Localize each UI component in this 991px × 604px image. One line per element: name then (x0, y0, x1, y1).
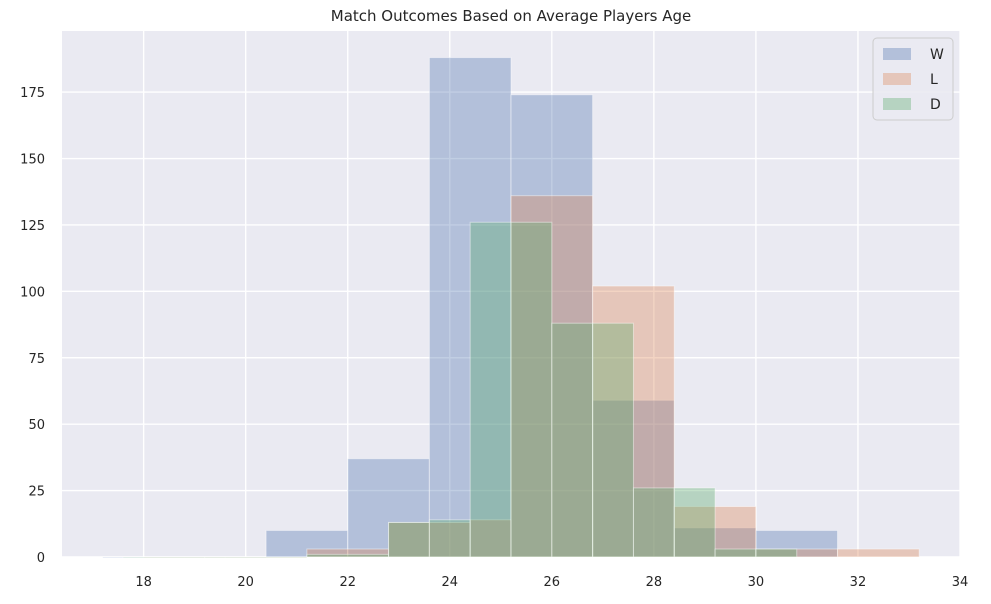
bar-D (755, 548, 798, 558)
bar-D (551, 322, 594, 558)
bar-D (306, 553, 390, 558)
bar-W (510, 94, 594, 558)
legend-swatch-W (883, 48, 911, 60)
legend-box (872, 37, 954, 121)
x-tick-label: 22 (339, 575, 356, 590)
legend-swatch-L (883, 73, 911, 85)
bar-W (265, 529, 349, 558)
bar-D (388, 521, 430, 558)
bar-L (224, 556, 308, 559)
bar-D (510, 221, 553, 558)
bar-L (592, 285, 675, 558)
x-tick-label: 18 (135, 575, 152, 590)
legend-swatch-D (883, 98, 911, 110)
bar-L (673, 506, 757, 558)
y-tick-label: 125 (20, 219, 45, 234)
bar-L (755, 548, 839, 558)
y-tick-label: 75 (28, 352, 45, 367)
legend: WLD (872, 37, 954, 121)
x-tick-label: 34 (952, 575, 969, 590)
bar-D (592, 322, 634, 558)
y-tick-label: 150 (20, 153, 45, 168)
bar-D (632, 487, 675, 558)
y-tick-label: 100 (20, 285, 45, 300)
bar-D (204, 556, 308, 559)
bar-W (102, 556, 185, 559)
bar-W (673, 527, 757, 558)
bar-D (673, 487, 716, 558)
plot-background (62, 31, 960, 557)
bar-L (306, 548, 390, 558)
legend-label-L: L (930, 72, 938, 88)
bar-D (122, 556, 206, 559)
x-tick-label: 26 (544, 575, 561, 590)
bar-W (428, 57, 512, 558)
y-tick-label: 175 (20, 86, 45, 101)
bar-L (469, 519, 512, 558)
grid-lines (62, 31, 961, 558)
y-axis-ticks: 0 25 50 75 100 125 150 175 (20, 86, 45, 566)
x-tick-label: 32 (850, 575, 867, 590)
x-tick-label: 24 (441, 575, 458, 590)
y-tick-label: 0 (37, 551, 45, 566)
x-tick-label: 28 (646, 575, 663, 590)
legend-label-W: W (930, 47, 944, 63)
bar-D (469, 221, 512, 558)
y-tick-label: 25 (28, 485, 45, 500)
legend-label-D: D (930, 97, 941, 113)
bar-W (183, 556, 267, 559)
bar-L (837, 548, 920, 558)
bar-L (388, 521, 471, 558)
bar-D (428, 519, 471, 558)
bars-layer (102, 57, 920, 559)
bar-W (347, 458, 430, 558)
bar-D (714, 548, 757, 558)
bar-W (755, 529, 839, 558)
x-tick-label: 30 (748, 575, 765, 590)
bar-L (143, 556, 226, 559)
bar-W (592, 399, 675, 558)
bar-L (510, 195, 594, 558)
x-axis-ticks: 18 20 22 24 26 28 30 32 34 (135, 575, 968, 590)
y-tick-label: 50 (28, 418, 45, 433)
chart-title: Match Outcomes Based on Average Players … (331, 7, 691, 25)
x-tick-label: 20 (237, 575, 254, 590)
